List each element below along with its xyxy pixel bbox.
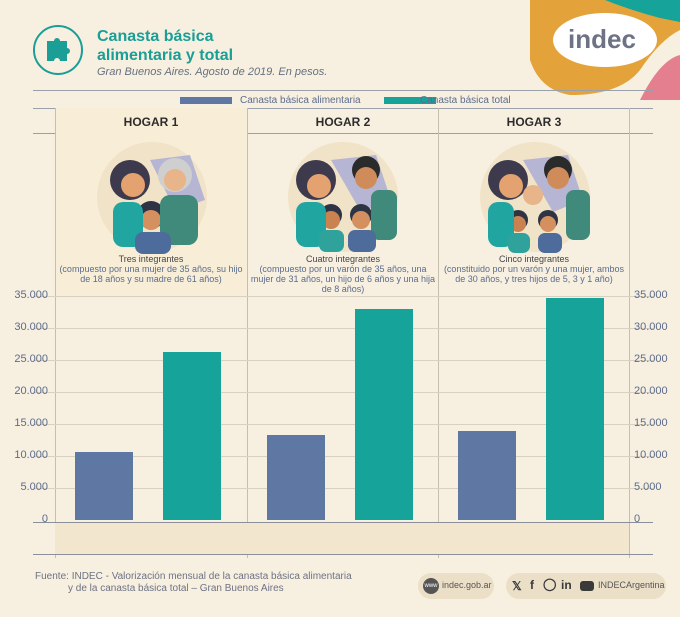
gridline xyxy=(33,296,653,297)
gridline xyxy=(33,488,653,489)
twitter-icon[interactable]: 𝕏 xyxy=(512,579,522,593)
y-tick-label-left: 0 xyxy=(41,513,48,525)
footer-source: Fuente: INDEC - Valorización mensual de … xyxy=(35,571,352,595)
members-title-hogar-1: Tres integrantes xyxy=(118,254,184,264)
members-hogar-3: Cinco integrantes (constituido por un va… xyxy=(441,254,627,284)
header-hogar-1: HOGAR 1 xyxy=(123,115,179,129)
y-tick-label-right: 10.000 xyxy=(634,449,668,461)
source-line-1: Fuente: INDEC - Valorización mensual de … xyxy=(35,571,352,582)
gridline xyxy=(33,456,653,457)
members-title-hogar-3: Cinco integrantes xyxy=(498,254,570,264)
legend-label-total: Canasta básica total xyxy=(420,95,511,106)
y-tick-label-left: 20.000 xyxy=(14,385,48,397)
social-handle: INDECArgentina xyxy=(598,580,665,590)
header-hogar-3: HOGAR 3 xyxy=(506,115,562,129)
facebook-icon[interactable]: f xyxy=(530,578,534,592)
puzzle-icon xyxy=(33,25,83,75)
website-link[interactable]: indec.gob.ar xyxy=(442,580,492,590)
members-desc-hogar-2: (compuesto por un varón de 35 años, una … xyxy=(250,264,436,294)
gridline xyxy=(33,328,653,329)
globe-icon: www xyxy=(423,578,439,594)
members-hogar-2: Cuatro integrantes (compuesto por un var… xyxy=(250,254,436,294)
linkedin-icon[interactable]: in xyxy=(561,578,572,592)
logo-background xyxy=(530,0,680,100)
bar-alimentaria-hogar-3 xyxy=(458,430,516,520)
page-subtitle: Gran Buenos Aires. Agosto de 2019. En pe… xyxy=(97,66,328,78)
bar-total-hogar-3 xyxy=(546,297,604,520)
legend-swatch-alimentaria xyxy=(180,97,232,104)
indec-logo: indec xyxy=(568,24,636,54)
y-tick-label-right: 20.000 xyxy=(634,385,668,397)
youtube-icon[interactable] xyxy=(580,581,594,591)
y-tick-label-left: 30.000 xyxy=(14,321,48,333)
y-tick-label-left: 25.000 xyxy=(14,353,48,365)
page-title: Canasta básica alimentaria y total xyxy=(97,28,234,64)
y-tick-label-left: 5.000 xyxy=(20,481,48,493)
instagram-icon[interactable]: ◯ xyxy=(543,577,557,591)
y-tick-label-left: 35.000 xyxy=(14,289,48,301)
bar-total-hogar-1 xyxy=(163,351,221,520)
source-line-2: y de la canasta básica total – Gran Buen… xyxy=(68,583,284,594)
y-tick-label-left: 10.000 xyxy=(14,449,48,461)
members-desc-hogar-3: (constituido por un varón y una mujer, a… xyxy=(443,264,625,284)
members-title-hogar-2: Cuatro integrantes xyxy=(305,254,381,264)
legend-label-alimentaria: Canasta básica alimentaria xyxy=(240,95,361,106)
bar-alimentaria-hogar-2 xyxy=(267,435,325,520)
y-tick-label-right: 0 xyxy=(634,513,641,525)
bar-alimentaria-hogar-1 xyxy=(75,452,133,520)
y-tick-label-right: 35.000 xyxy=(634,289,668,301)
members-hogar-1: Tres integrantes (compuesto por una muje… xyxy=(58,254,244,284)
gridline xyxy=(33,424,653,425)
header-hogar-2: HOGAR 2 xyxy=(315,115,371,129)
y-tick-label-right: 15.000 xyxy=(634,417,668,429)
legend-swatch-total xyxy=(384,97,436,104)
gridline xyxy=(33,360,653,361)
y-tick-label-right: 30.000 xyxy=(634,321,668,333)
bar-total-hogar-2 xyxy=(355,308,413,520)
members-desc-hogar-1: (compuesto por una mujer de 35 años, su … xyxy=(59,264,243,284)
value-labels-strip xyxy=(55,522,629,554)
y-tick-label-right: 25.000 xyxy=(634,353,668,365)
y-tick-label-right: 5.000 xyxy=(634,481,662,493)
y-tick-label-left: 15.000 xyxy=(14,417,48,429)
gridline xyxy=(33,392,653,393)
